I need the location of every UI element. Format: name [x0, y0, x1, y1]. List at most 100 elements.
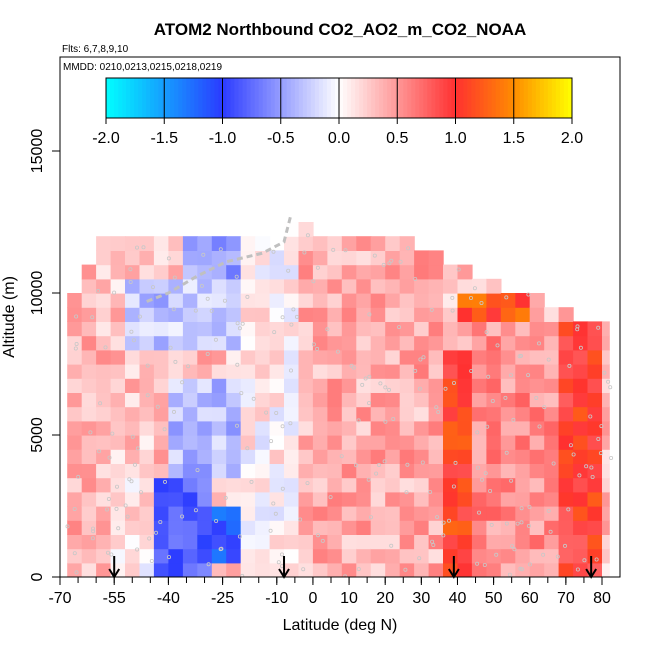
heat-cell: [298, 364, 314, 379]
colorbar-segment: [567, 78, 573, 118]
heat-cell: [414, 463, 430, 479]
heat-cell: [341, 364, 357, 379]
heat-cell: [399, 349, 415, 365]
heat-cell: [226, 278, 242, 294]
heat-cell: [284, 477, 300, 493]
sample-dot: [360, 382, 365, 387]
heat-cell: [602, 548, 610, 564]
heat-cell: [139, 520, 155, 535]
chart-title: ATOM2 Northbound CO2_AO2_m_CO2_NOAA: [154, 20, 526, 39]
heat-cell: [602, 449, 610, 464]
sample-dot: [405, 462, 410, 467]
heat-cell: [125, 406, 141, 422]
heat-cell: [327, 264, 343, 280]
heat-cell: [399, 406, 415, 422]
heat-cell: [428, 349, 444, 365]
heat-cell: [529, 420, 545, 436]
sample-dot: [305, 481, 310, 486]
sample-dot: [451, 380, 456, 385]
heat-cell: [168, 378, 184, 393]
heat-cell: [587, 506, 603, 521]
heat-cell: [414, 307, 430, 322]
sample-dot: [269, 439, 274, 444]
heat-cell: [81, 562, 97, 577]
heat-cell: [139, 449, 155, 464]
heat-cell: [515, 406, 531, 422]
x-tick-label: -25: [211, 590, 234, 607]
sample-dot: [563, 543, 568, 548]
heat-cell: [457, 264, 473, 280]
sample-dot: [129, 479, 134, 484]
colorbar-segment: [158, 78, 163, 118]
heat-cell: [399, 534, 415, 550]
heat-cell: [96, 293, 112, 308]
sample-dot: [103, 345, 108, 350]
colorbar-segment: [138, 78, 143, 118]
heat-cell: [240, 548, 256, 564]
heat-cell: [370, 364, 386, 379]
heat-cell: [96, 435, 112, 450]
heat-cell: [284, 349, 300, 365]
heat-cell: [110, 307, 126, 322]
heat-cell: [284, 449, 300, 464]
sample-dot: [315, 346, 320, 351]
sample-dot: [546, 508, 551, 513]
heat-cell: [327, 506, 343, 521]
heat-cell: [558, 477, 574, 493]
sample-dot: [376, 462, 381, 467]
heat-cell: [370, 335, 386, 351]
sample-dot: [441, 520, 446, 525]
heat-cell: [96, 321, 112, 337]
heat-cell: [486, 335, 502, 351]
heat-cell: [211, 321, 227, 337]
colorbar-segment: [282, 78, 288, 118]
heat-cell: [168, 420, 184, 436]
sample-dot: [320, 538, 325, 543]
colorbar-segment: [330, 78, 336, 118]
heat-cell: [529, 449, 545, 464]
heat-cell: [327, 293, 343, 308]
heat-cell: [211, 293, 227, 308]
heat-cell: [500, 420, 516, 436]
x-tick-label: 50: [485, 590, 503, 607]
heat-cell: [125, 264, 141, 280]
heat-cell: [399, 307, 415, 322]
sample-dot: [381, 262, 386, 267]
x-tick-label: 40: [449, 590, 467, 607]
colorbar-segment: [110, 78, 115, 118]
x-tick-label: 70: [557, 590, 575, 607]
heat-cell: [110, 477, 126, 493]
heat-cell: [255, 250, 271, 266]
heat-cell: [471, 307, 487, 322]
colorbar-segment: [254, 78, 260, 118]
sample-dot: [367, 312, 372, 317]
heat-cell: [139, 534, 155, 550]
sample-dot: [343, 574, 348, 577]
heat-cell: [96, 236, 112, 251]
sample-dot: [528, 562, 533, 567]
sample-dot: [406, 246, 411, 251]
heat-cell: [385, 534, 401, 550]
sample-dot: [594, 557, 599, 562]
sample-dot: [386, 387, 391, 392]
sample-dot: [555, 554, 560, 559]
heat-cell: [182, 548, 198, 564]
heat-cell: [298, 264, 314, 280]
sample-dot: [453, 460, 458, 465]
sample-dot: [74, 314, 79, 319]
sample-dot: [195, 468, 200, 473]
heat-cell: [67, 435, 83, 450]
heat-cell: [211, 250, 227, 266]
sample-dot: [508, 373, 513, 378]
heat-cell: [471, 506, 487, 521]
heat-cell: [81, 491, 97, 507]
heat-cell: [182, 420, 198, 436]
heat-cell: [197, 548, 213, 564]
sample-dot: [205, 296, 210, 301]
heat-cell: [341, 562, 357, 577]
sample-dot: [476, 510, 481, 515]
sample-dot: [97, 449, 102, 454]
heat-cell: [139, 335, 155, 351]
colorbar-segment: [459, 78, 464, 118]
heat-cell: [385, 364, 401, 379]
